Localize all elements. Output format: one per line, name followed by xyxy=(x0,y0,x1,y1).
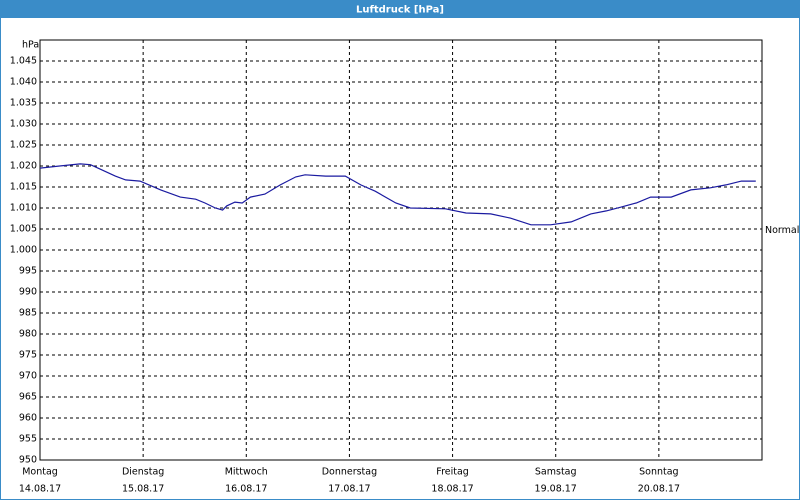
plot-frame xyxy=(39,39,763,461)
y-tick-label: 990 xyxy=(19,287,37,298)
x-tick-label: Sonntag xyxy=(639,467,678,478)
y-tick-label: 965 xyxy=(19,392,37,403)
x-tick-label: Samstag xyxy=(535,467,577,478)
y-tick-label: 975 xyxy=(19,350,37,361)
y-tick-label: 1.020 xyxy=(10,161,37,172)
x-tick-label: Dienstag xyxy=(122,467,164,478)
title-bar xyxy=(0,0,800,18)
y-tick-label: 1.035 xyxy=(10,98,37,109)
reference-label: Normal xyxy=(765,225,799,236)
y-tick-label: 960 xyxy=(19,413,37,424)
y-tick-label: 950 xyxy=(19,455,37,466)
y-tick-label: 980 xyxy=(19,329,37,340)
y-axis-unit: hPa xyxy=(22,40,39,51)
x-tick-label: Mittwoch xyxy=(225,467,268,478)
y-tick-label: 1.015 xyxy=(10,182,37,193)
y-tick-label: 1.025 xyxy=(10,140,37,151)
y-tick-label: 1.000 xyxy=(10,245,37,256)
y-tick-label: 1.010 xyxy=(10,203,37,214)
y-tick-label: 1.045 xyxy=(10,56,37,67)
y-tick-label: 1.040 xyxy=(10,77,37,88)
y-tick-label: 1.005 xyxy=(10,224,37,235)
x-tick-date: 15.08.17 xyxy=(122,484,164,495)
y-tick-label: 1.030 xyxy=(10,119,37,130)
y-tick-label: 955 xyxy=(19,434,37,445)
x-tick-label: Montag xyxy=(22,467,58,478)
x-tick-label: Donnerstag xyxy=(322,467,377,478)
y-tick-label: 985 xyxy=(19,308,37,319)
x-tick-label: Freitag xyxy=(436,467,469,478)
y-tick-label: 995 xyxy=(19,266,37,277)
x-tick-date: 14.08.17 xyxy=(19,484,61,495)
pressure-line xyxy=(39,163,756,226)
x-tick-date: 20.08.17 xyxy=(638,484,680,495)
x-tick-date: 17.08.17 xyxy=(328,484,370,495)
x-tick-date: 19.08.17 xyxy=(535,484,577,495)
chart-title: Luftdruck [hPa] xyxy=(356,5,444,16)
x-tick-date: 16.08.17 xyxy=(225,484,267,495)
x-tick-date: 18.08.17 xyxy=(431,484,473,495)
y-tick-label: 970 xyxy=(19,371,37,382)
